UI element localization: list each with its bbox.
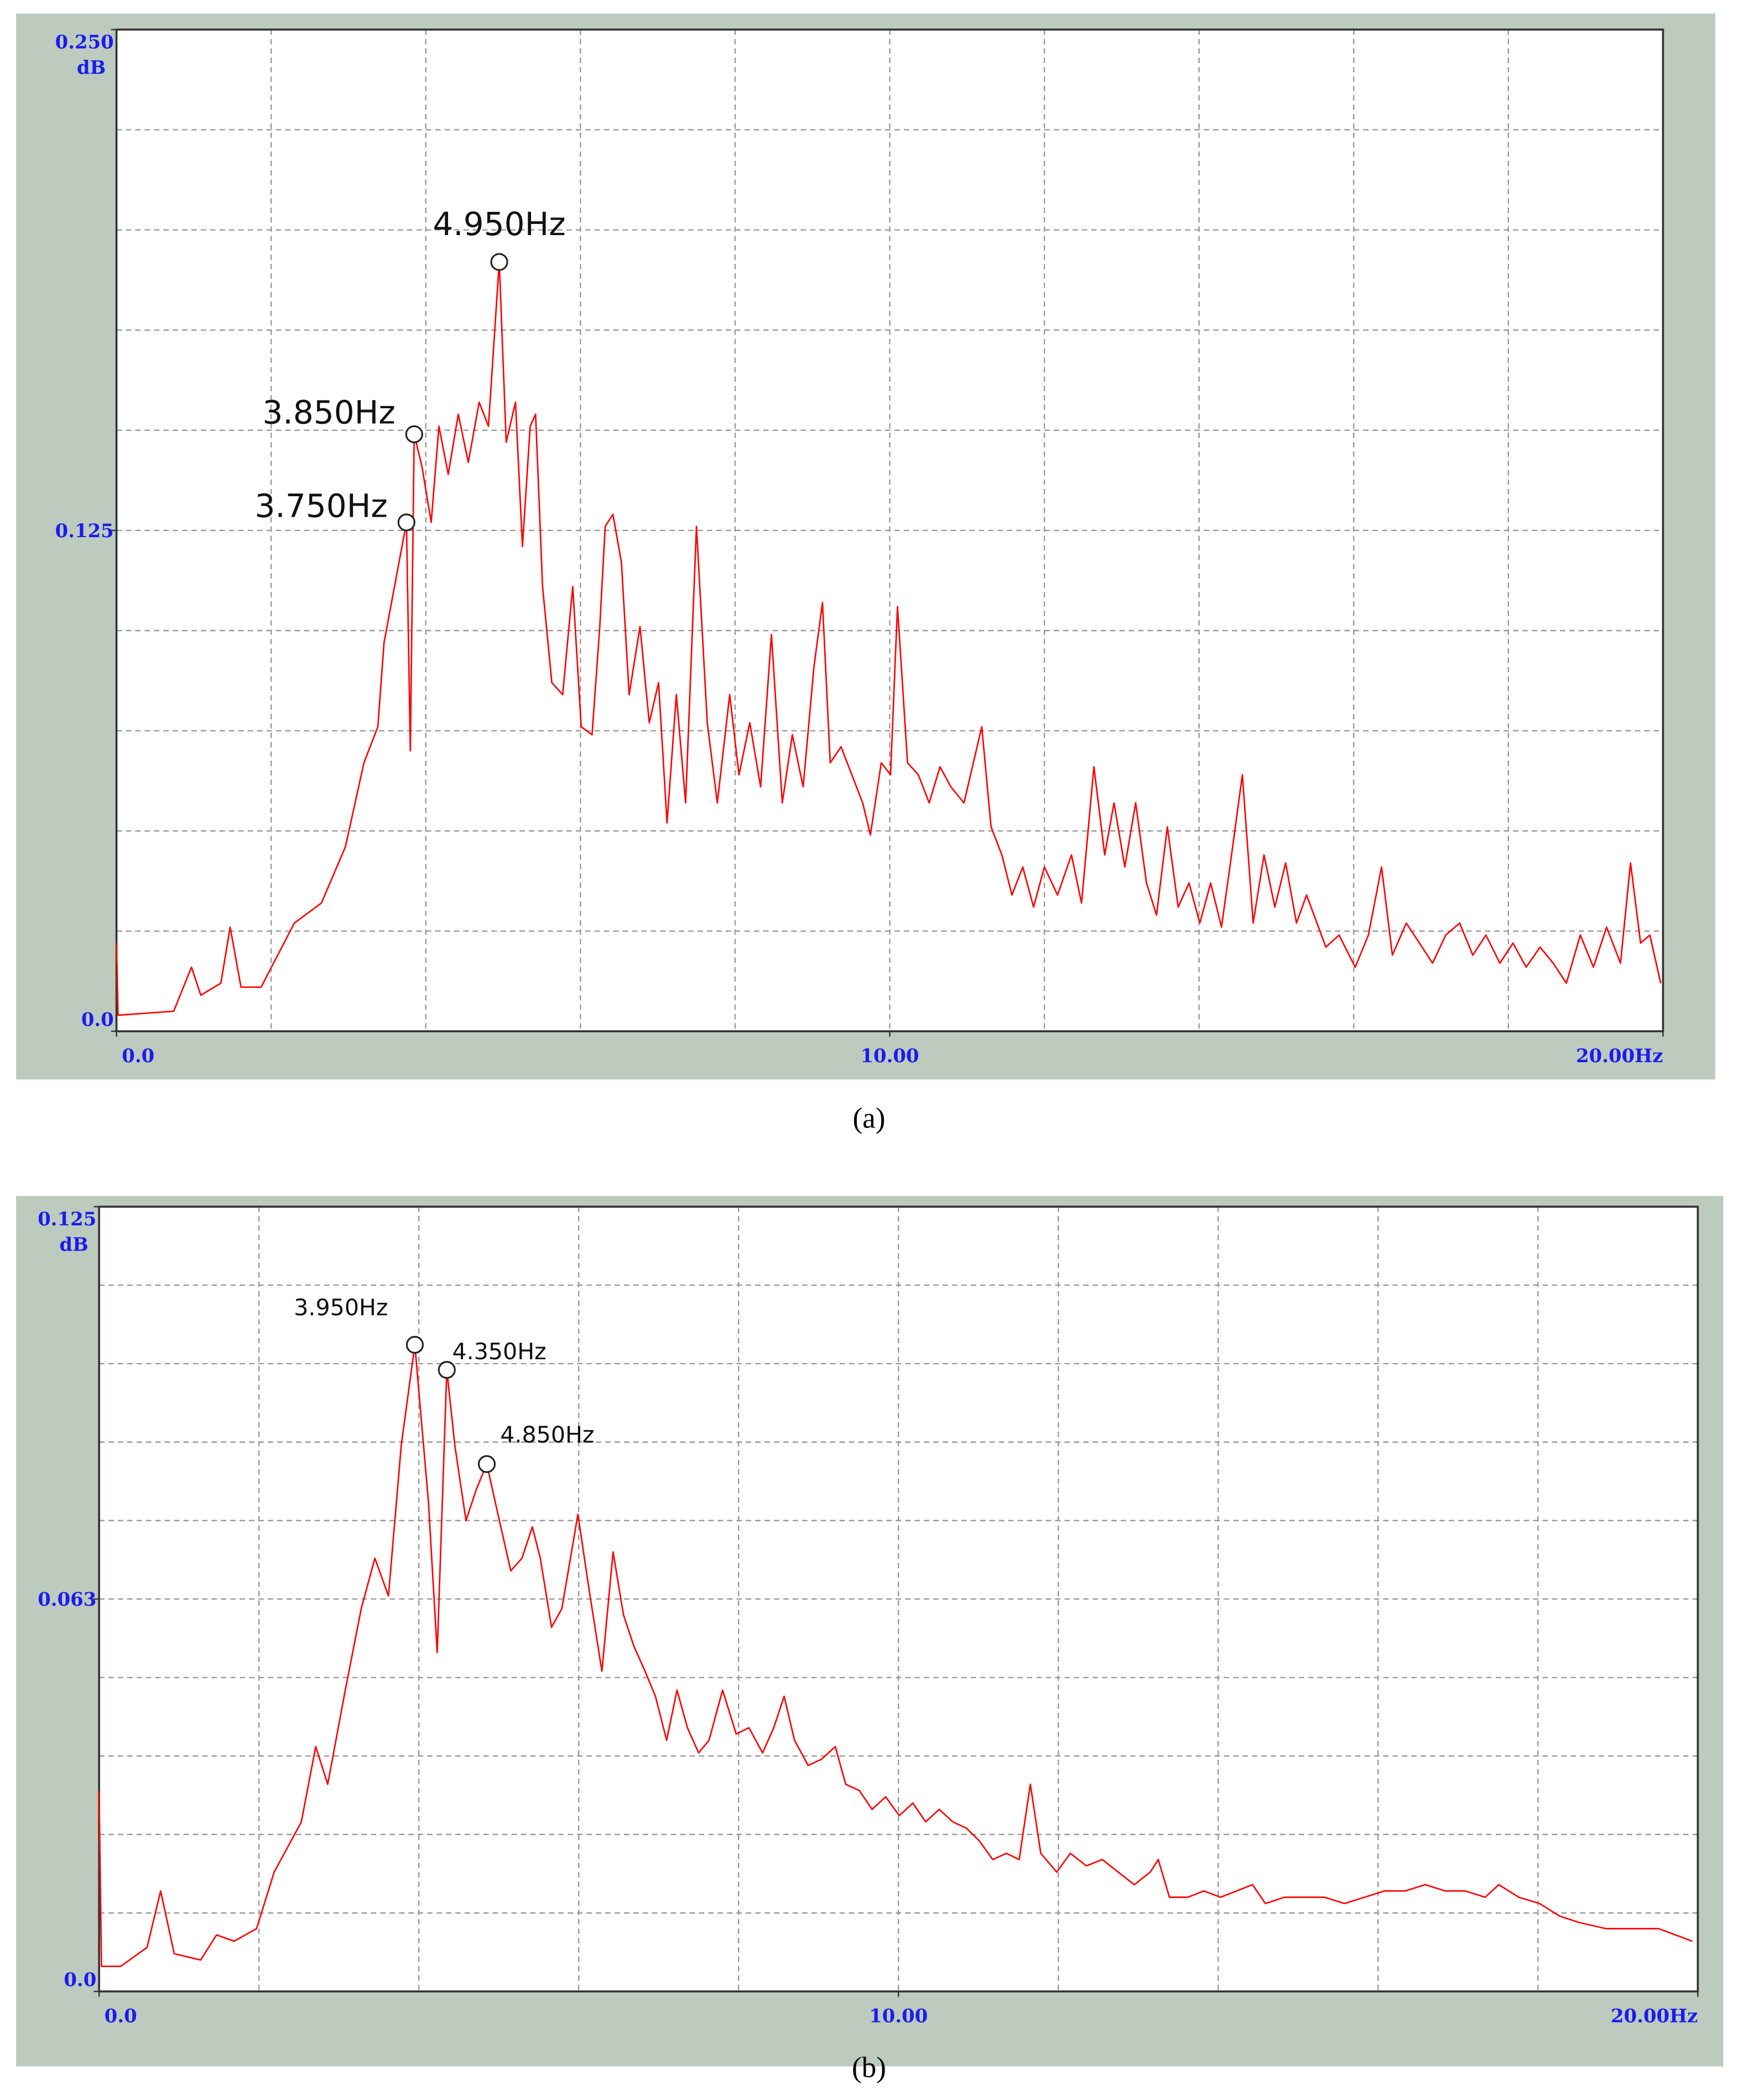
caption: (a) bbox=[852, 1101, 885, 1134]
y-tick-label: 0.250 bbox=[55, 30, 114, 53]
x-tick-label: 10.00 bbox=[860, 1044, 919, 1067]
y-unit: dB bbox=[59, 1233, 88, 1255]
peak-label: 3.950Hz bbox=[294, 1295, 388, 1321]
caption: (b) bbox=[852, 2051, 886, 2084]
peak-label: 4.350Hz bbox=[452, 1338, 546, 1365]
y-tick-label: 0.0 bbox=[81, 1008, 114, 1030]
peak-marker bbox=[405, 425, 423, 444]
x-tick-label: 0.0 bbox=[105, 2004, 137, 2026]
y-unit: dB bbox=[77, 56, 106, 78]
y-tick-label: 0.125 bbox=[55, 519, 114, 542]
x-tick-label: 20.00Hz bbox=[1576, 1044, 1663, 1067]
peak-label: 3.850Hz bbox=[262, 394, 395, 432]
peak-label: 4.850Hz bbox=[500, 1422, 594, 1448]
peak-label: 4.950Hz bbox=[433, 205, 565, 243]
peak-label: 3.750Hz bbox=[254, 487, 387, 525]
peak-marker bbox=[477, 1455, 496, 1473]
y-tick-label: 0.063 bbox=[38, 1588, 96, 1610]
y-tick-label: 0.0 bbox=[64, 1968, 96, 1990]
x-tick-label: 0.0 bbox=[122, 1044, 154, 1067]
x-tick-label: 10.00 bbox=[869, 2004, 928, 2026]
peak-marker bbox=[490, 253, 508, 271]
peak-marker bbox=[405, 1335, 424, 1354]
peak-marker bbox=[397, 513, 415, 532]
spectrum-line bbox=[98, 1344, 1693, 1967]
x-tick-label: 20.00Hz bbox=[1611, 2004, 1698, 2026]
spectrum-line bbox=[116, 261, 1662, 1016]
peak-marker bbox=[438, 1361, 456, 1379]
y-tick-label: 0.125 bbox=[38, 1208, 96, 1230]
